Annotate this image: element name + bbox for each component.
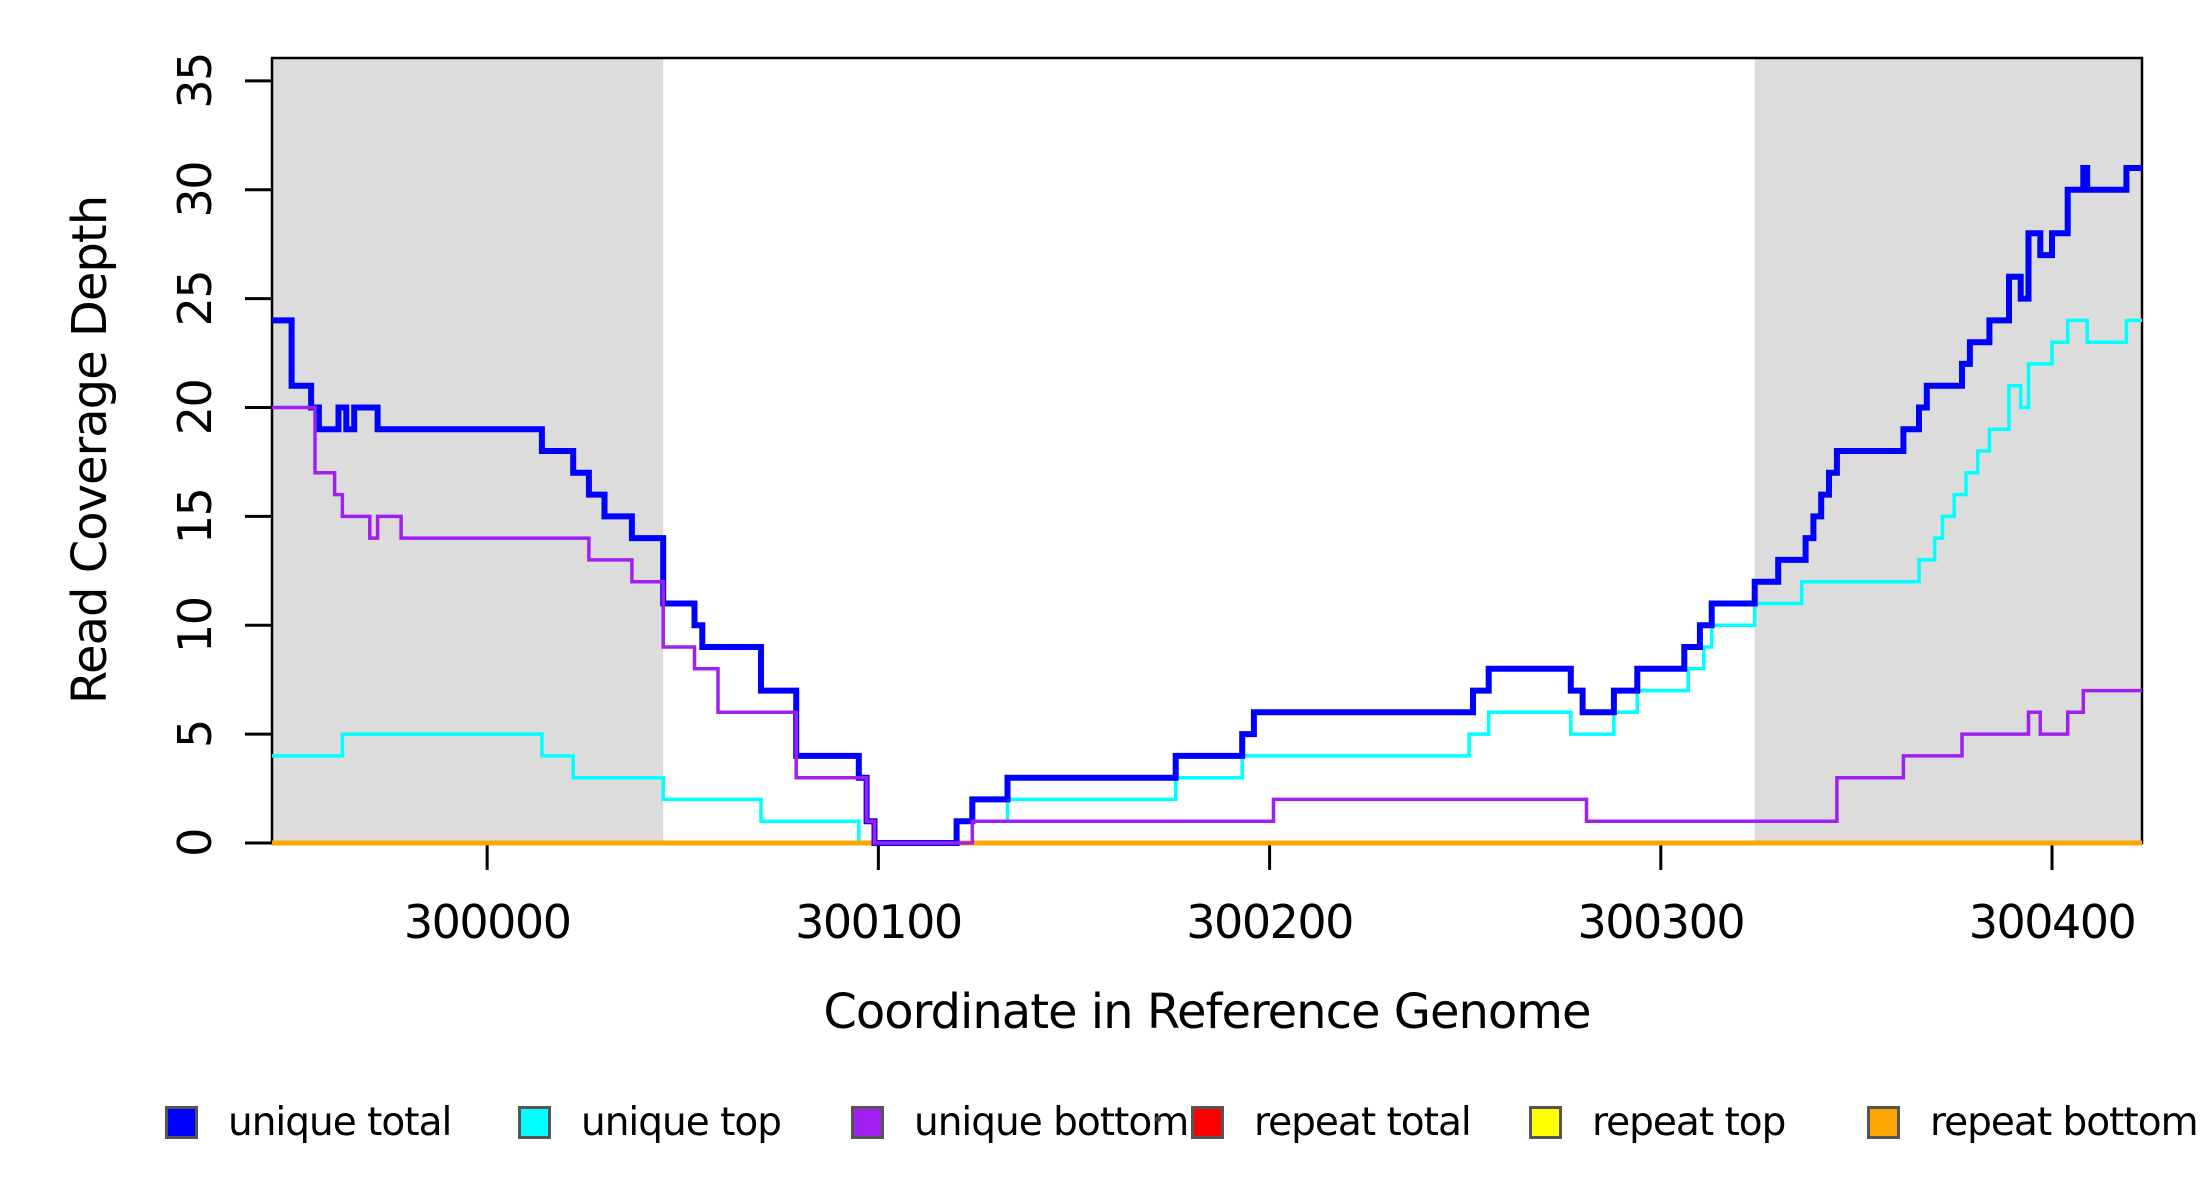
legend-label: repeat top [1592,1099,1786,1145]
series-line-unique-top [272,318,2142,845]
y-axis-title: Read Coverage Depth [62,195,118,705]
y-axis-tick-label: 25 [168,271,222,327]
stray-dot [1155,1116,1161,1122]
legend-swatch-unique-bottom [851,1105,884,1139]
legend-item-unique-top: unique top [518,1094,782,1150]
legend-label: repeat total [1254,1099,1472,1145]
y-axis-tick-label: 0 [168,829,222,857]
y-axis-tick-label: 5 [168,720,222,748]
legend-swatch-repeat-top [1529,1105,1562,1139]
legend-swatch-repeat-total [1191,1105,1224,1139]
series-line-unique-total [272,165,2142,846]
y-axis-tick-label: 15 [168,489,222,545]
legend-label: unique total [228,1099,452,1145]
legend-item-repeat-total: repeat total [1191,1094,1472,1150]
x-axis-title: Coordinate in Reference Genome [823,984,1591,1040]
legend-swatch-unique-top [518,1105,551,1139]
legend-swatch-unique-total [165,1105,198,1139]
legend-item-repeat-top: repeat top [1529,1094,1786,1150]
x-axis-tick-label: 300100 [795,895,962,949]
series-line-unique-bottom [272,405,2142,845]
legend-label: unique top [581,1099,782,1145]
legend-item-unique-total: unique total [165,1094,452,1150]
legend-swatch-repeat-bottom [1867,1105,1900,1139]
y-axis-tick-label: 10 [168,597,222,653]
y-axis-tick-label: 20 [168,380,222,436]
x-axis-tick-label: 300200 [1186,895,1353,949]
y-axis-tick-label: 35 [168,53,222,109]
legend-label: repeat bottom [1930,1099,2199,1145]
legend-item-repeat-bottom: repeat bottom [1867,1094,2199,1150]
x-axis-tick-label: 300400 [1969,895,2136,949]
legend-item-unique-bottom: unique bottom [851,1094,1189,1150]
y-axis-tick-label: 30 [168,162,222,218]
legend: unique total unique top unique bottom repea… [0,1094,2200,1164]
legend-label: unique bottom [914,1099,1189,1145]
x-axis-tick-label: 300300 [1578,895,1745,949]
x-axis-tick-label: 300000 [404,895,571,949]
shaded-region-left-flank [272,58,664,843]
